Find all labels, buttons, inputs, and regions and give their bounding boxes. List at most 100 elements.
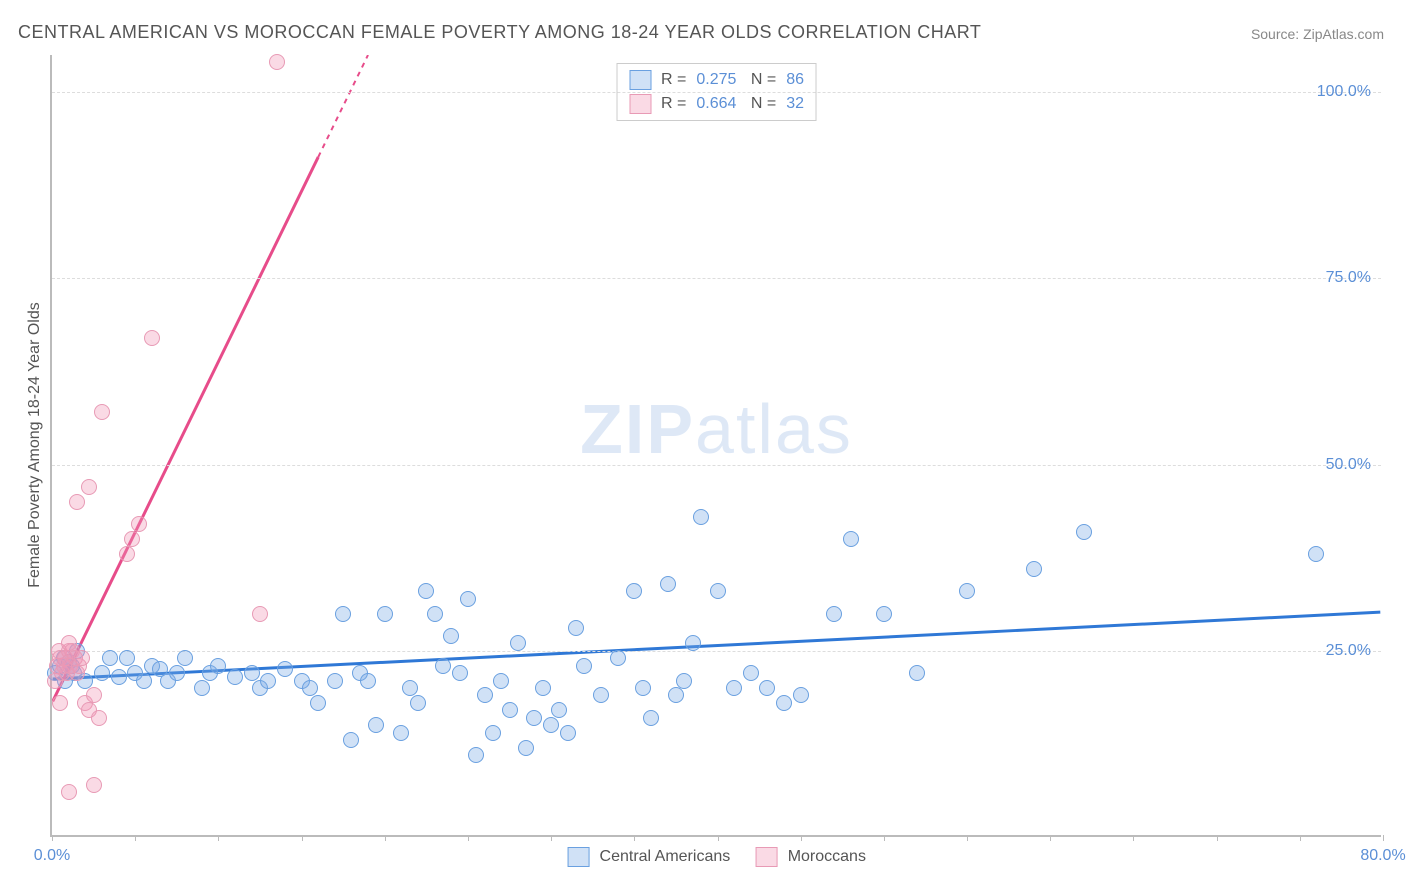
- data-point: [177, 650, 193, 666]
- data-point: [660, 576, 676, 592]
- legend-item-1: Central Americans: [567, 847, 730, 867]
- data-point: [685, 635, 701, 651]
- data-point: [252, 606, 268, 622]
- data-point: [418, 583, 434, 599]
- x-tick-mark: [967, 835, 968, 841]
- data-point: [194, 680, 210, 696]
- grid-line-h: [52, 278, 1381, 279]
- data-point: [368, 717, 384, 733]
- data-point: [710, 583, 726, 599]
- x-tick-mark: [1133, 835, 1134, 841]
- data-point: [526, 710, 542, 726]
- r-value-2: 0.664: [696, 95, 736, 113]
- y-tick-label: 50.0%: [1326, 456, 1371, 474]
- data-point: [676, 673, 692, 689]
- r-value-1: 0.275: [696, 71, 736, 89]
- x-tick-mark: [1383, 835, 1384, 841]
- data-point: [136, 673, 152, 689]
- data-point: [94, 404, 110, 420]
- data-point: [144, 330, 160, 346]
- legend-swatch-2: [629, 94, 651, 114]
- legend-swatch-moroccan: [755, 847, 777, 867]
- data-point: [793, 687, 809, 703]
- data-point: [131, 516, 147, 532]
- data-point: [543, 717, 559, 733]
- data-point: [310, 695, 326, 711]
- data-point: [959, 583, 975, 599]
- data-point: [277, 661, 293, 677]
- grid-line-h: [52, 465, 1381, 466]
- x-tick-mark: [718, 835, 719, 841]
- data-point: [776, 695, 792, 711]
- n-value-2: 32: [786, 95, 804, 113]
- data-point: [393, 725, 409, 741]
- data-point: [210, 658, 226, 674]
- data-point: [460, 591, 476, 607]
- data-point: [743, 665, 759, 681]
- y-tick-label: 25.0%: [1326, 642, 1371, 660]
- data-point: [502, 702, 518, 718]
- x-tick-mark: [218, 835, 219, 841]
- chart-source: Source: ZipAtlas.com: [1251, 26, 1384, 42]
- data-point: [493, 673, 509, 689]
- data-point: [560, 725, 576, 741]
- x-tick-mark: [52, 835, 53, 841]
- x-tick-mark: [1300, 835, 1301, 841]
- data-point: [843, 531, 859, 547]
- data-point: [260, 673, 276, 689]
- data-point: [91, 710, 107, 726]
- trend-lines: [52, 55, 1381, 835]
- data-point: [52, 695, 68, 711]
- data-point: [443, 628, 459, 644]
- chart-container: CENTRAL AMERICAN VS MOROCCAN FEMALE POVE…: [0, 0, 1406, 892]
- x-tick-mark: [1050, 835, 1051, 841]
- data-point: [102, 650, 118, 666]
- data-point: [826, 606, 842, 622]
- grid-line-h: [52, 651, 1381, 652]
- data-point: [668, 687, 684, 703]
- x-tick-mark: [551, 835, 552, 841]
- y-tick-label: 100.0%: [1317, 83, 1371, 101]
- data-point: [124, 531, 140, 547]
- data-point: [302, 680, 318, 696]
- data-point: [610, 650, 626, 666]
- x-tick-mark: [884, 835, 885, 841]
- x-tick-mark: [302, 835, 303, 841]
- legend-series: Central Americans Moroccans: [567, 847, 866, 867]
- data-point: [335, 606, 351, 622]
- data-point: [169, 665, 185, 681]
- legend-label-central: Central Americans: [600, 848, 731, 865]
- data-point: [468, 747, 484, 763]
- data-point: [477, 687, 493, 703]
- grid-line-h: [52, 92, 1381, 93]
- legend-swatch-central: [567, 847, 589, 867]
- data-point: [1026, 561, 1042, 577]
- data-point: [1076, 524, 1092, 540]
- x-tick-mark: [1217, 835, 1218, 841]
- n-value-1: 86: [786, 71, 804, 89]
- data-point: [535, 680, 551, 696]
- x-tick-label: 0.0%: [34, 847, 70, 865]
- data-point: [576, 658, 592, 674]
- data-point: [452, 665, 468, 681]
- data-point: [876, 606, 892, 622]
- data-point: [377, 606, 393, 622]
- x-tick-mark: [634, 835, 635, 841]
- data-point: [227, 669, 243, 685]
- legend-row-1: R = 0.275 N = 86: [629, 68, 804, 92]
- data-point: [759, 680, 775, 696]
- data-point: [643, 710, 659, 726]
- data-point: [86, 777, 102, 793]
- x-tick-mark: [385, 835, 386, 841]
- data-point: [626, 583, 642, 599]
- x-tick-mark: [468, 835, 469, 841]
- data-point: [269, 54, 285, 70]
- data-point: [693, 509, 709, 525]
- x-tick-mark: [135, 835, 136, 841]
- legend-item-2: Moroccans: [755, 847, 866, 867]
- watermark: ZIPatlas: [580, 389, 853, 469]
- data-point: [510, 635, 526, 651]
- data-point: [427, 606, 443, 622]
- y-tick-label: 75.0%: [1326, 269, 1371, 287]
- x-tick-label: 80.0%: [1360, 847, 1405, 865]
